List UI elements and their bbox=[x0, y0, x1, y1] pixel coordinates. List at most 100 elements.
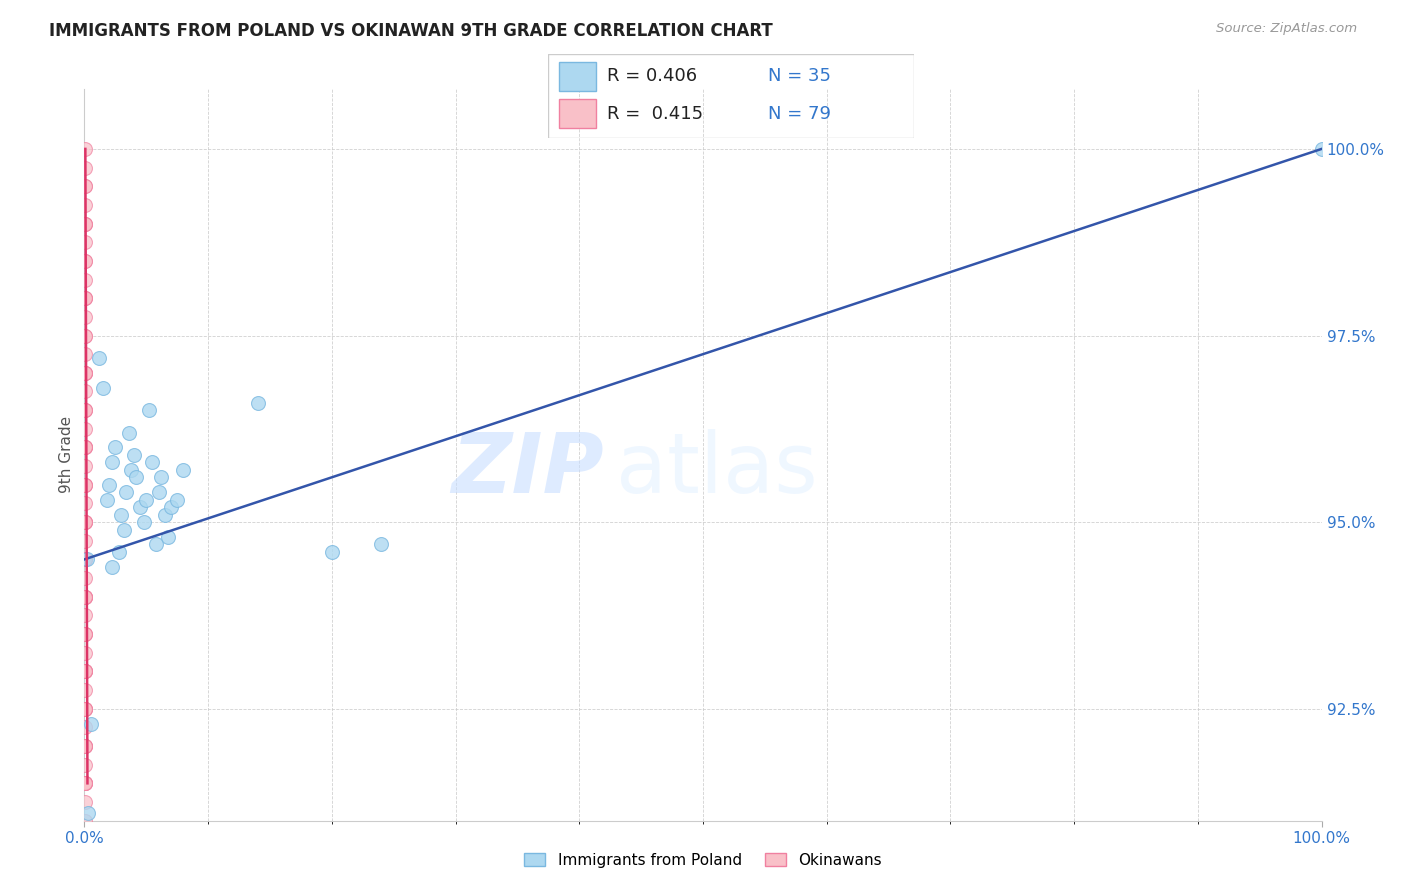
Point bbox=[75, 496, 97, 510]
Legend: Immigrants from Poland, Okinawans: Immigrants from Poland, Okinawans bbox=[524, 853, 882, 868]
Point bbox=[98, 477, 121, 491]
Point bbox=[75, 665, 97, 679]
Point bbox=[75, 142, 97, 156]
Point bbox=[75, 441, 97, 455]
Point bbox=[132, 515, 155, 529]
Text: ZIP: ZIP bbox=[451, 429, 605, 510]
Point bbox=[75, 291, 97, 305]
Point bbox=[150, 470, 173, 484]
Point bbox=[75, 477, 97, 491]
Point bbox=[148, 485, 170, 500]
Point bbox=[75, 515, 97, 529]
Point bbox=[141, 455, 163, 469]
Point bbox=[75, 422, 97, 436]
Point bbox=[91, 381, 114, 395]
Point bbox=[75, 310, 97, 324]
Point bbox=[75, 477, 97, 491]
Point bbox=[75, 701, 97, 715]
Point bbox=[75, 552, 97, 566]
Point bbox=[75, 739, 97, 753]
Point bbox=[75, 253, 97, 268]
Point bbox=[75, 701, 97, 715]
Bar bbox=[560, 99, 596, 128]
Point bbox=[75, 701, 97, 715]
Point bbox=[75, 272, 97, 286]
Point bbox=[321, 545, 343, 559]
Point bbox=[75, 515, 97, 529]
Point bbox=[75, 776, 97, 790]
Point bbox=[75, 515, 97, 529]
Point bbox=[75, 814, 97, 828]
Point bbox=[75, 665, 97, 679]
Point bbox=[75, 459, 97, 474]
Point bbox=[75, 198, 97, 212]
Point bbox=[172, 463, 194, 477]
Point bbox=[75, 533, 97, 548]
Point bbox=[75, 776, 97, 790]
Point bbox=[157, 530, 180, 544]
Text: R = 0.406: R = 0.406 bbox=[607, 68, 697, 86]
Point bbox=[138, 403, 160, 417]
Point bbox=[75, 795, 97, 809]
Point bbox=[75, 646, 97, 660]
Point bbox=[75, 552, 97, 566]
Point bbox=[104, 441, 127, 455]
Point bbox=[110, 508, 132, 522]
Point bbox=[112, 523, 135, 537]
Point bbox=[118, 425, 141, 440]
Point bbox=[246, 395, 269, 409]
Point bbox=[120, 463, 142, 477]
Point bbox=[75, 590, 97, 604]
Point bbox=[75, 477, 97, 491]
Point bbox=[135, 492, 157, 507]
Point bbox=[75, 590, 97, 604]
Point bbox=[75, 366, 97, 380]
Point bbox=[75, 701, 97, 715]
Point bbox=[75, 776, 97, 790]
Point bbox=[153, 508, 176, 522]
Point bbox=[122, 448, 145, 462]
Point bbox=[75, 328, 97, 343]
Point bbox=[75, 665, 97, 679]
Point bbox=[75, 776, 97, 790]
Point bbox=[75, 757, 97, 772]
Text: N = 79: N = 79 bbox=[768, 104, 831, 123]
Point bbox=[75, 683, 97, 698]
Point bbox=[75, 253, 97, 268]
Point bbox=[75, 347, 97, 361]
Text: Source: ZipAtlas.com: Source: ZipAtlas.com bbox=[1216, 22, 1357, 36]
Point bbox=[75, 403, 97, 417]
Point bbox=[75, 515, 97, 529]
Point bbox=[75, 328, 97, 343]
Point bbox=[75, 161, 97, 175]
Point bbox=[75, 739, 97, 753]
Point bbox=[145, 537, 167, 551]
Point bbox=[89, 351, 111, 365]
Point bbox=[75, 627, 97, 641]
Point bbox=[75, 776, 97, 790]
Point bbox=[100, 560, 122, 574]
Point bbox=[76, 552, 98, 566]
Point bbox=[75, 179, 97, 194]
Point bbox=[166, 492, 188, 507]
Y-axis label: 9th Grade: 9th Grade bbox=[59, 417, 75, 493]
Point bbox=[75, 441, 97, 455]
Point bbox=[75, 291, 97, 305]
Point bbox=[79, 716, 101, 731]
Bar bbox=[560, 62, 596, 91]
Point bbox=[108, 545, 131, 559]
Point bbox=[75, 739, 97, 753]
Point bbox=[75, 217, 97, 231]
Point bbox=[75, 217, 97, 231]
Point bbox=[75, 366, 97, 380]
Point bbox=[75, 366, 97, 380]
Point bbox=[75, 608, 97, 623]
Point bbox=[75, 571, 97, 585]
Point bbox=[75, 179, 97, 194]
Point bbox=[75, 720, 97, 734]
Point bbox=[75, 665, 97, 679]
Point bbox=[129, 500, 152, 515]
Point bbox=[77, 806, 100, 821]
Point bbox=[75, 291, 97, 305]
Text: N = 35: N = 35 bbox=[768, 68, 831, 86]
